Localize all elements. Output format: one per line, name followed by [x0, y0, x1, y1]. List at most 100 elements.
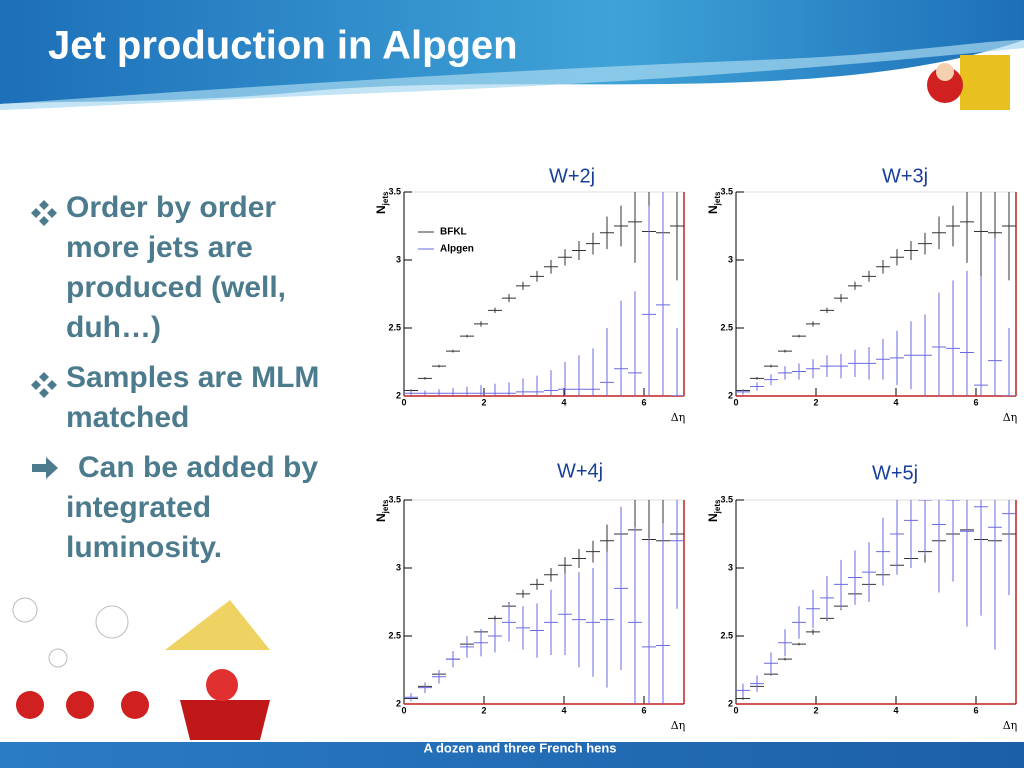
y-axis-label: Njets — [374, 499, 390, 522]
y-label-main: N — [706, 513, 720, 522]
error-bar — [904, 321, 918, 390]
y-tick-label: 2 — [728, 698, 733, 708]
error-bar — [806, 359, 820, 379]
chart-title: W+4j — [557, 460, 603, 482]
error-bar — [820, 576, 834, 620]
plot-area — [403, 191, 685, 397]
error-bar — [974, 276, 988, 396]
y-label-sub: jets — [713, 499, 722, 514]
y-tick-label: 2 — [396, 698, 401, 708]
error-bar — [544, 370, 558, 396]
y-axis-label: Njets — [706, 499, 722, 522]
y-axis-label: Njets — [706, 191, 722, 214]
bullet-marker — [31, 200, 58, 479]
error-bar — [544, 589, 558, 656]
error-bar — [806, 629, 820, 635]
error-bar — [960, 270, 974, 396]
y-tick-label: 3.5 — [720, 186, 733, 196]
error-bar — [418, 376, 432, 380]
error-bar — [446, 650, 460, 668]
error-bar — [572, 240, 586, 260]
error-bar — [792, 606, 806, 639]
y-tick-label: 3 — [396, 562, 401, 572]
error-bar — [502, 382, 516, 396]
x-tick-label: 4 — [561, 397, 566, 407]
error-bar — [558, 557, 572, 574]
error-bar — [918, 500, 932, 555]
chart-title: W+3j — [882, 165, 928, 187]
error-bar — [502, 294, 516, 303]
error-bar — [848, 349, 862, 377]
y-tick-label: 2.5 — [720, 630, 733, 640]
error-bar — [792, 334, 806, 338]
error-bar — [600, 551, 614, 688]
error-bar — [670, 500, 684, 609]
legend-label: BFKL — [440, 227, 467, 238]
error-bar — [792, 363, 806, 380]
error-bar — [778, 349, 792, 353]
y-label-sub: jets — [381, 499, 390, 514]
error-bar — [764, 364, 778, 368]
santa-decoration — [927, 55, 1010, 110]
x-tick-label: 0 — [733, 397, 738, 407]
footer-text: A dozen and three French hens — [423, 740, 616, 755]
error-bar — [586, 348, 600, 396]
bullet-text: Order by order more jets are produced (w… — [66, 191, 287, 344]
error-bar — [642, 205, 656, 396]
error-bar — [764, 374, 778, 386]
error-bar — [946, 205, 960, 247]
x-tick-label: 4 — [893, 397, 898, 407]
y-axis-label: Njets — [374, 191, 390, 214]
error-bar — [628, 192, 642, 263]
error-bar — [862, 270, 876, 282]
y-tick-label: 3 — [396, 254, 401, 264]
error-bar — [460, 386, 474, 396]
error-bar — [890, 500, 904, 575]
error-bar — [988, 500, 1002, 650]
x-tick-label: 2 — [813, 705, 818, 715]
error-bar — [736, 389, 750, 395]
error-bar — [1002, 500, 1016, 596]
x-tick-label: 6 — [973, 397, 978, 407]
error-bar — [432, 389, 446, 396]
error-bar — [586, 540, 600, 563]
x-axis-label: Δη — [671, 411, 686, 424]
y-tick-label: 2.5 — [388, 322, 401, 332]
error-bar — [876, 517, 890, 586]
x-tick-label: 0 — [401, 705, 406, 715]
christmas-decoration — [12, 597, 270, 740]
x-tick-label: 6 — [641, 705, 646, 715]
plot-area — [735, 499, 1017, 705]
y-tick-label: 2.5 — [388, 630, 401, 640]
y-tick-label: 3.5 — [388, 494, 401, 504]
footer-bar — [0, 742, 1024, 768]
error-bar — [558, 249, 572, 266]
error-bar — [876, 260, 890, 274]
error-bar — [890, 330, 904, 386]
error-bar — [488, 383, 502, 396]
y-label-main: N — [374, 513, 388, 522]
x-tick-label: 0 — [401, 397, 406, 407]
plot-area — [735, 191, 1017, 397]
error-bar — [848, 281, 862, 290]
y-label-sub: jets — [381, 191, 390, 206]
slide-title: Jet production in Alpgen — [48, 24, 518, 68]
error-bar — [820, 307, 834, 314]
error-bar — [404, 693, 418, 702]
error-bar — [834, 294, 848, 303]
error-bar — [918, 314, 932, 396]
error-bar — [960, 500, 974, 627]
error-bar — [488, 307, 502, 314]
plot-marks — [736, 500, 1016, 700]
error-bar — [558, 362, 572, 396]
header-band — [0, 0, 1024, 104]
chart-title: W+2j — [549, 165, 595, 187]
error-bar — [792, 642, 806, 646]
plot-marks — [404, 500, 684, 704]
error-bar — [904, 240, 918, 260]
error-bar — [750, 675, 764, 692]
error-bar — [670, 192, 684, 281]
error-bar — [670, 328, 684, 396]
